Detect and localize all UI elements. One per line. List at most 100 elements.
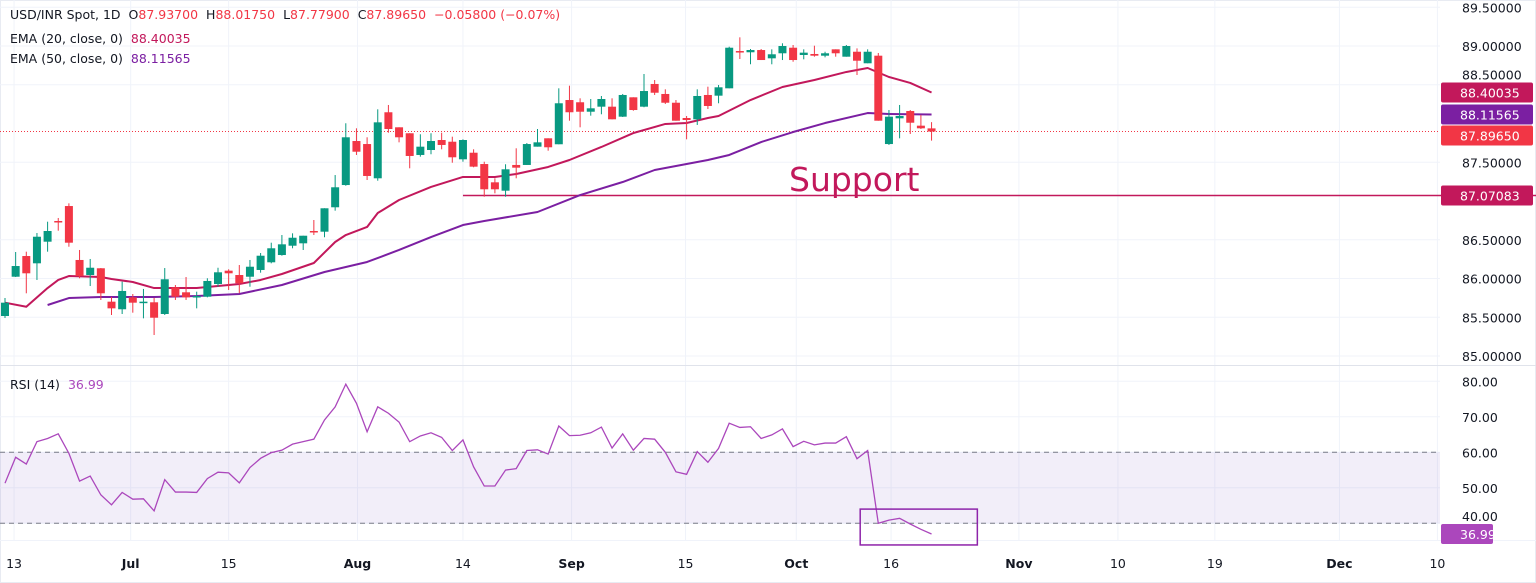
- candle-down[interactable]: [608, 98, 617, 120]
- candle-down[interactable]: [874, 52, 883, 121]
- axes[interactable]: 89.50000 89.00000 88.50000 87.50000 86.50000…: [6, 0, 1536, 571]
- candle-up[interactable]: [895, 104, 904, 139]
- candle-down[interactable]: [107, 297, 116, 316]
- candle-up[interactable]: [203, 278, 212, 298]
- candle-down[interactable]: [448, 136, 457, 163]
- candle-up[interactable]: [267, 242, 276, 264]
- candle-up[interactable]: [714, 84, 723, 104]
- candle-up[interactable]: [331, 175, 340, 211]
- candle-up[interactable]: [32, 233, 41, 280]
- candle-up[interactable]: [767, 49, 776, 65]
- candle-up[interactable]: [288, 233, 297, 249]
- candle-down[interactable]: [96, 268, 105, 300]
- candle-body: [501, 169, 510, 191]
- candle-up[interactable]: [43, 221, 52, 252]
- candle-up[interactable]: [501, 164, 510, 197]
- candle-up[interactable]: [160, 268, 169, 316]
- candle-up[interactable]: [863, 49, 872, 64]
- candle-up[interactable]: [640, 73, 648, 108]
- candle-down[interactable]: [64, 203, 73, 247]
- candle-down[interactable]: [128, 294, 137, 313]
- candle-down[interactable]: [810, 45, 819, 57]
- candle-up[interactable]: [884, 110, 893, 145]
- candle-down[interactable]: [661, 89, 670, 104]
- candle-up[interactable]: [427, 133, 435, 155]
- candle-down[interactable]: [171, 285, 180, 300]
- candle-down[interactable]: [352, 128, 361, 155]
- candle-down[interactable]: [853, 48, 861, 75]
- candle-down[interactable]: [235, 265, 244, 293]
- candle-down[interactable]: [405, 133, 414, 169]
- candle-down[interactable]: [480, 161, 489, 197]
- candle-up[interactable]: [522, 143, 531, 165]
- candle-up[interactable]: [11, 251, 20, 278]
- candle-up[interactable]: [139, 288, 148, 319]
- candle-up[interactable]: [416, 134, 425, 157]
- candle-down[interactable]: [703, 86, 712, 110]
- candle-down[interactable]: [916, 114, 925, 130]
- candle-down[interactable]: [757, 49, 766, 61]
- candle-down[interactable]: [363, 137, 372, 180]
- candle-down[interactable]: [629, 97, 638, 111]
- candle-up[interactable]: [821, 51, 830, 58]
- candle-down[interactable]: [565, 85, 574, 121]
- candle-down[interactable]: [831, 49, 840, 57]
- candle-down[interactable]: [650, 80, 659, 95]
- candle-up[interactable]: [799, 49, 808, 60]
- ema20-legend[interactable]: EMA (20, close, 0) 88.40035: [10, 31, 195, 46]
- candle-down[interactable]: [75, 249, 84, 279]
- candle-up[interactable]: [586, 99, 595, 116]
- candle-down[interactable]: [671, 100, 680, 121]
- rsi-highlight-box[interactable]: [859, 508, 979, 546]
- candle-down[interactable]: [54, 217, 63, 231]
- candle-up[interactable]: [597, 95, 606, 115]
- candle-body: [96, 268, 105, 294]
- candle-down[interactable]: [576, 98, 585, 128]
- candle-down[interactable]: [789, 44, 798, 62]
- candle-down[interactable]: [22, 251, 31, 294]
- candle-up[interactable]: [277, 235, 286, 256]
- candle-body: [267, 248, 276, 263]
- symbol-title[interactable]: USD/INR Spot, 1D: [10, 7, 121, 22]
- candle-up[interactable]: [256, 253, 265, 273]
- candle-down[interactable]: [544, 138, 553, 151]
- candle-up[interactable]: [778, 43, 787, 61]
- candle-down[interactable]: [927, 122, 936, 141]
- rsi-tick-label: 60.00: [1462, 445, 1498, 460]
- candle-down[interactable]: [384, 104, 393, 133]
- candle-up[interactable]: [618, 93, 627, 117]
- candle-down[interactable]: [309, 219, 318, 236]
- candle-down[interactable]: [735, 37, 744, 60]
- candle-up[interactable]: [458, 139, 467, 162]
- candle-up[interactable]: [118, 281, 127, 314]
- candle-up[interactable]: [245, 259, 254, 287]
- candle-down[interactable]: [512, 148, 521, 179]
- ema50-legend[interactable]: EMA (50, close, 0) 88.11565: [10, 51, 195, 66]
- candle-up[interactable]: [341, 123, 350, 186]
- candle-up[interactable]: [746, 49, 755, 65]
- candle-down[interactable]: [437, 132, 446, 150]
- candle-up[interactable]: [842, 44, 851, 57]
- candle-down[interactable]: [224, 269, 233, 290]
- candle-up[interactable]: [533, 129, 542, 147]
- candle-up[interactable]: [299, 235, 308, 250]
- candle-down[interactable]: [150, 298, 159, 335]
- candle-up[interactable]: [320, 208, 329, 238]
- candle-down[interactable]: [395, 127, 404, 143]
- candle-down[interactable]: [182, 277, 191, 300]
- candle-up[interactable]: [214, 267, 222, 287]
- candle-down[interactable]: [469, 149, 478, 168]
- rsi-legend[interactable]: RSI (14) 36.99: [10, 377, 108, 392]
- candle-down[interactable]: [906, 110, 915, 134]
- candle-down[interactable]: [682, 115, 691, 140]
- candle-up[interactable]: [1, 298, 9, 319]
- support-annotation[interactable]: Support: [789, 160, 920, 199]
- candle-up[interactable]: [554, 88, 563, 145]
- candle-up[interactable]: [373, 109, 382, 181]
- candle-up[interactable]: [725, 46, 734, 89]
- candle-up[interactable]: [86, 258, 95, 287]
- candle-down[interactable]: [490, 178, 499, 194]
- candle-up[interactable]: [693, 89, 702, 125]
- candle-up[interactable]: [192, 291, 201, 309]
